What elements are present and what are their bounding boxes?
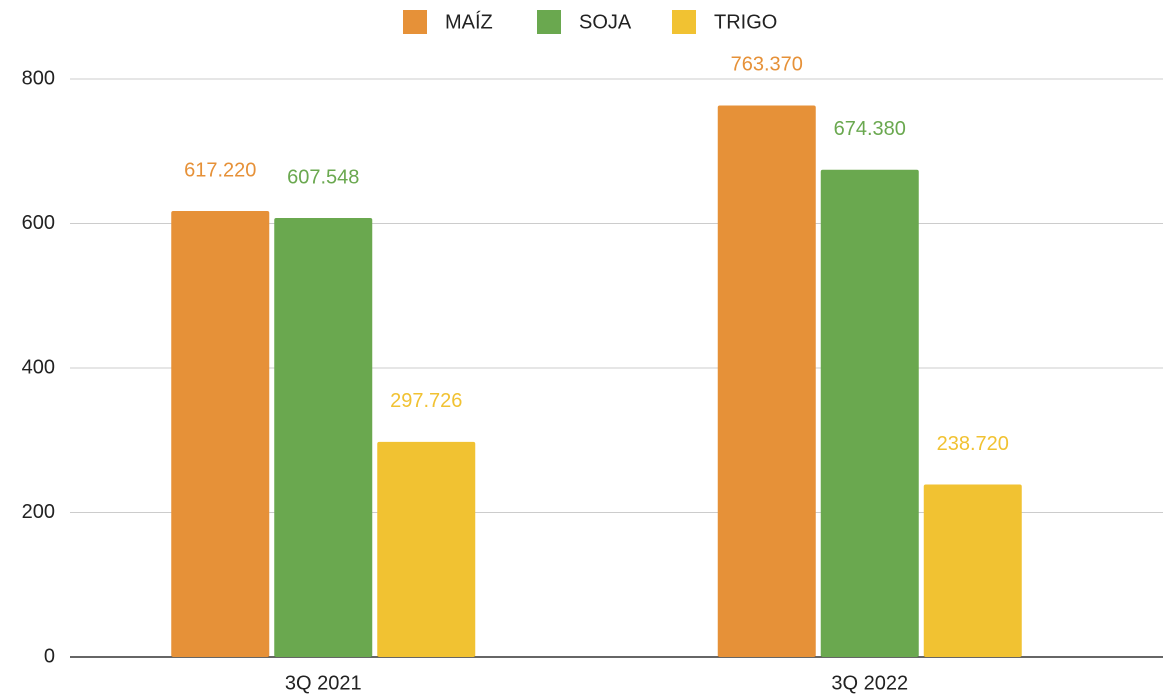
bar bbox=[377, 441, 476, 657]
legend-swatch bbox=[403, 10, 427, 34]
legend-label: SOJA bbox=[579, 11, 632, 33]
legend-label: TRIGO bbox=[714, 11, 777, 33]
bar bbox=[923, 484, 1022, 657]
bar bbox=[820, 169, 919, 658]
legend-swatch bbox=[537, 10, 561, 34]
bar bbox=[171, 211, 270, 658]
data-label: 763.370 bbox=[731, 54, 803, 76]
bar bbox=[717, 105, 816, 658]
y-tick-label: 400 bbox=[22, 356, 55, 378]
x-tick-label: 3Q 2022 bbox=[831, 672, 908, 694]
data-label: 617.220 bbox=[184, 159, 256, 181]
x-tick-label: 3Q 2021 bbox=[285, 672, 362, 694]
legend-swatch bbox=[672, 10, 696, 34]
data-label: 607.548 bbox=[287, 166, 359, 188]
legend-label: MAÍZ bbox=[445, 10, 493, 33]
y-tick-label: 800 bbox=[22, 67, 55, 89]
data-label: 297.726 bbox=[390, 390, 462, 412]
y-tick-label: 600 bbox=[22, 212, 55, 234]
data-label: 238.720 bbox=[937, 433, 1009, 455]
data-label: 674.380 bbox=[834, 118, 906, 140]
y-tick-label: 0 bbox=[44, 645, 55, 667]
bar bbox=[274, 218, 373, 657]
y-tick-label: 200 bbox=[22, 501, 55, 523]
